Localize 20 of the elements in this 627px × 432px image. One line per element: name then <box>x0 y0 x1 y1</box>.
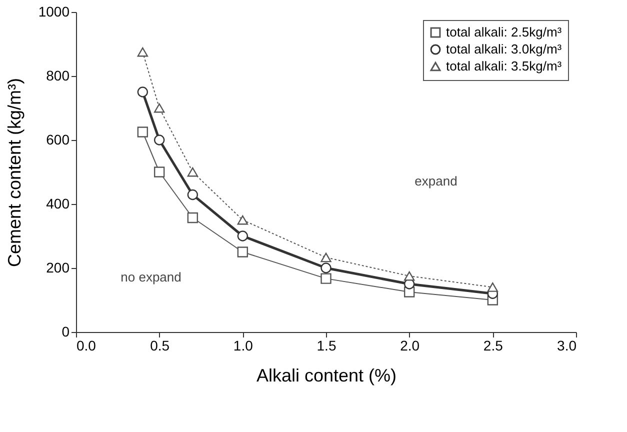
x-tick-label: 3.0 <box>557 338 577 354</box>
annotation: no expand <box>120 270 182 285</box>
annotation: expand <box>414 174 458 189</box>
x-tick-label: 2.0 <box>400 338 420 354</box>
legend-label: total alkali: 2.5kg/m³ <box>446 24 562 40</box>
x-tick-label: 1.5 <box>316 338 336 354</box>
legend-label: total alkali: 3.5kg/m³ <box>446 58 562 74</box>
x-tick-label: 0.0 <box>76 338 96 354</box>
x-tick-label: 1.0 <box>233 338 254 354</box>
y-tick-label: 600 <box>46 132 70 148</box>
y-tick-label: 1000 <box>38 4 70 20</box>
y-tick-label: 200 <box>46 260 70 276</box>
x-tick-label: 2.5 <box>483 338 504 354</box>
legend-label: total alkali: 3.0kg/m³ <box>446 42 562 56</box>
y-axis-title: Cement content (kg/m³) <box>4 78 24 268</box>
y-tick-label: 800 <box>46 68 70 84</box>
y-tick-label: 400 <box>46 196 70 212</box>
y-tick-label: 0 <box>62 324 70 340</box>
x-axis-title: Alkali content (%) <box>256 366 397 386</box>
x-tick-label: 0.5 <box>150 338 170 354</box>
